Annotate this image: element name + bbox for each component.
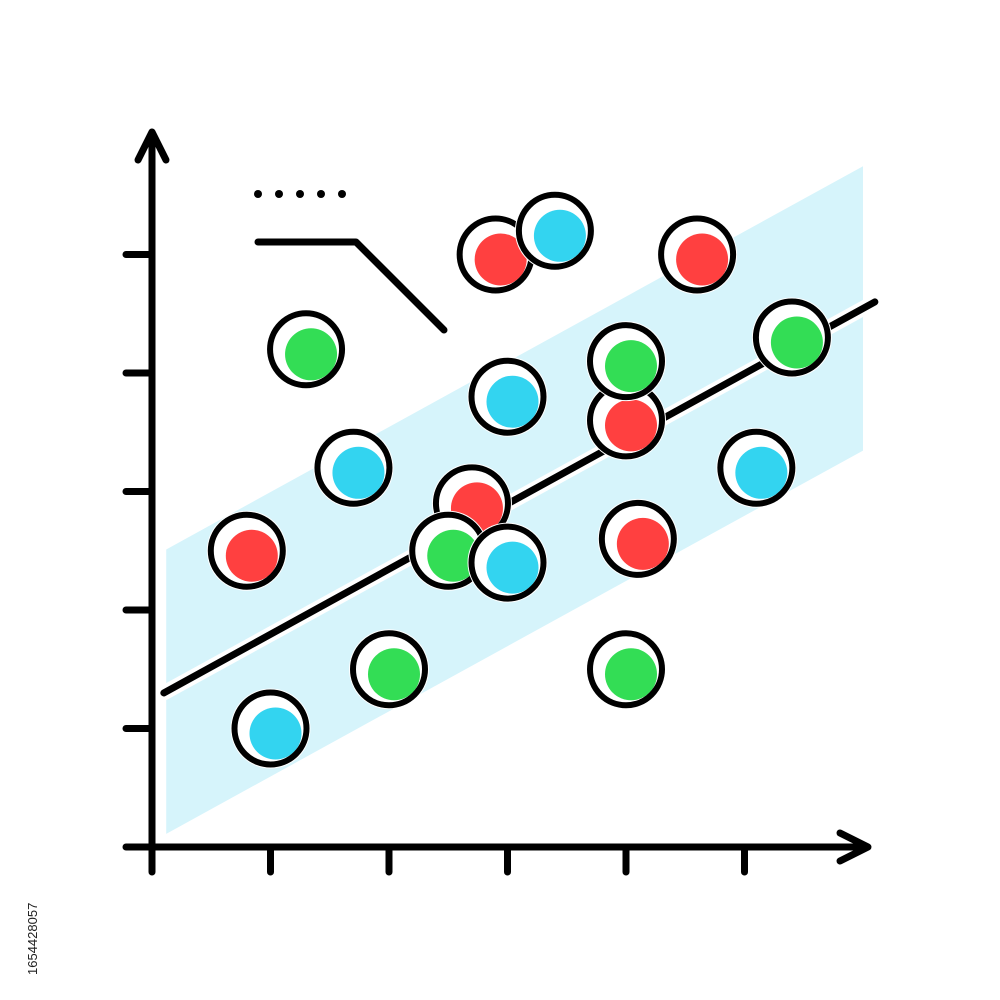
point-fill [285, 328, 338, 381]
point-fill [616, 517, 669, 570]
point-outline [468, 357, 547, 436]
point-outline [752, 298, 831, 377]
point-outline [267, 310, 346, 389]
legend-dotted-line-dot [296, 190, 304, 198]
blue-data-point [467, 522, 548, 603]
point-fill [225, 529, 278, 582]
point-outline [587, 322, 665, 401]
point-fill [486, 375, 539, 428]
point-fill [249, 707, 302, 760]
green-data-point [349, 629, 429, 710]
legend-solid-line [254, 238, 448, 334]
green-data-point [266, 309, 347, 390]
legend-glyph [254, 190, 448, 334]
point-fill [605, 399, 657, 452]
axes [122, 128, 872, 876]
legend-dotted-line-dot [254, 190, 262, 198]
point-fill [427, 529, 480, 582]
blue-data-point [514, 190, 595, 271]
blue-data-point [467, 356, 548, 437]
point-outline [717, 428, 796, 507]
green-data-point [751, 297, 832, 378]
red-data-point [657, 214, 738, 295]
point-outline [515, 191, 594, 270]
point-fill [486, 541, 539, 594]
red-data-point [206, 510, 287, 591]
point-fill [533, 209, 586, 262]
y-axis-arrow-icon [134, 128, 170, 164]
legend-dotted-line-dot [317, 190, 325, 198]
stock-id-text: 1654428057 [25, 902, 40, 975]
points-layer [206, 190, 832, 769]
point-fill [676, 233, 729, 286]
stock-id-label: 1654428057 [10, 880, 40, 990]
point-outline [587, 630, 665, 709]
blue-data-point [313, 427, 394, 508]
trendline-layer [156, 294, 883, 701]
blue-data-point [716, 427, 797, 508]
legend-dotted-line-dot [275, 190, 283, 198]
point-outline [207, 511, 286, 590]
red-data-point [597, 498, 678, 579]
point-outline [598, 499, 677, 578]
point-outline [658, 215, 737, 294]
trendline [160, 298, 879, 697]
green-data-point [586, 321, 666, 402]
point-fill [474, 233, 527, 286]
green-data-point [586, 629, 666, 710]
point-outline [231, 689, 310, 768]
legend-dotted-line-dot [338, 190, 346, 198]
x-axis-arrow-icon [836, 829, 872, 865]
point-outline [350, 630, 428, 709]
point-fill [368, 648, 420, 701]
point-fill [770, 316, 823, 369]
point-fill [332, 446, 385, 499]
point-fill [735, 446, 788, 499]
point-fill [605, 340, 657, 393]
blue-data-point [230, 688, 311, 769]
point-fill [605, 648, 657, 701]
point-outline [468, 523, 547, 602]
point-outline [314, 428, 393, 507]
